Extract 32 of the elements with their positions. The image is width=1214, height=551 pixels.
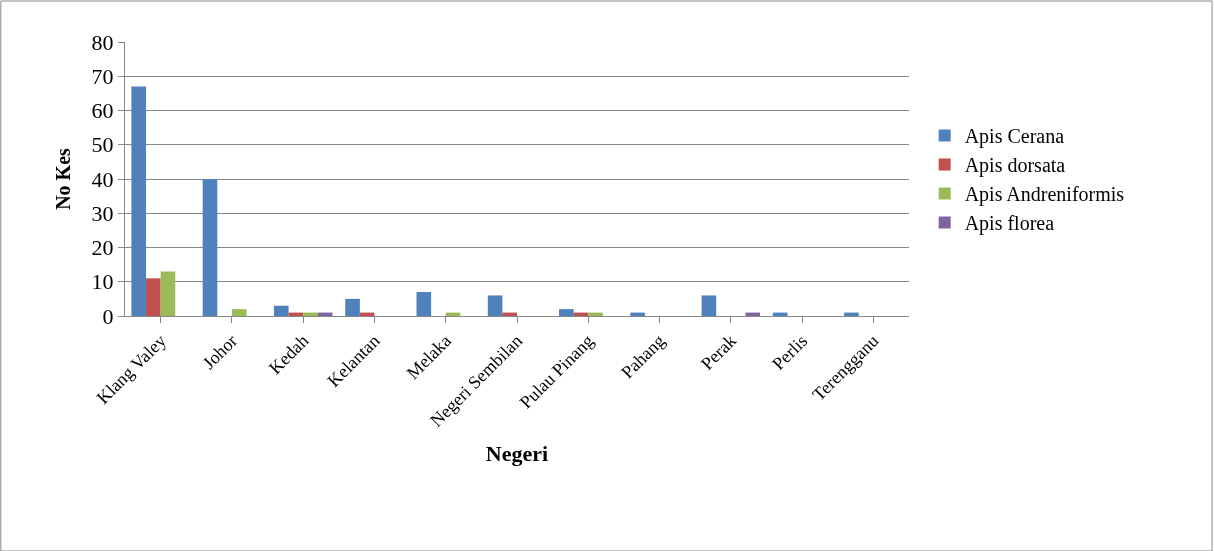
bar xyxy=(745,312,761,316)
bar xyxy=(345,298,360,316)
y-tick-label: 60 xyxy=(91,98,114,124)
bar xyxy=(160,271,176,316)
legend-label: Apis dorsata xyxy=(964,154,1066,178)
bar xyxy=(487,295,503,316)
y-tick-label: 20 xyxy=(91,235,114,261)
y-tick-label: 80 xyxy=(91,29,114,55)
legend-label: Apis Andreniformis xyxy=(964,183,1125,207)
legend-label: Apis Cerana xyxy=(964,125,1065,149)
legend-label: Apis florea xyxy=(964,212,1055,236)
y-tick-label: 50 xyxy=(91,132,114,158)
y-tick-label: 70 xyxy=(91,63,114,89)
x-axis-title: Negeri xyxy=(485,440,549,466)
bar xyxy=(416,292,432,316)
y-axis-title: No Kes xyxy=(52,147,75,210)
y-tick-label: 40 xyxy=(91,166,114,192)
bar xyxy=(630,312,645,316)
y-tick-label: 30 xyxy=(91,200,114,226)
bar xyxy=(701,295,717,316)
bar xyxy=(844,312,859,316)
bar xyxy=(502,312,517,316)
y-tick-label: 10 xyxy=(91,269,114,295)
bar xyxy=(588,312,603,316)
bar xyxy=(559,309,574,316)
y-tick-label: 0 xyxy=(102,303,114,329)
bar xyxy=(146,278,161,316)
bar xyxy=(131,86,147,316)
bar xyxy=(231,309,247,316)
bar xyxy=(303,312,318,316)
bar xyxy=(273,305,289,316)
bar xyxy=(202,179,218,316)
